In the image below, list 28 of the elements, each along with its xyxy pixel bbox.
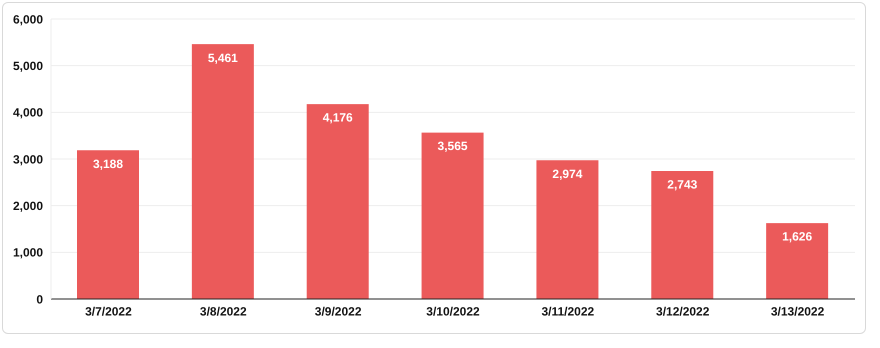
x-tick-label: 3/10/2022 <box>426 304 480 319</box>
bar <box>306 104 369 299</box>
data-label: 4,176 <box>322 110 354 125</box>
x-tick-label: 3/8/2022 <box>200 304 247 319</box>
data-label: 5,461 <box>208 50 238 65</box>
x-tick-label: 3/9/2022 <box>314 304 362 319</box>
data-label: 3,188 <box>92 156 124 171</box>
bar <box>536 160 598 299</box>
bar <box>766 223 828 299</box>
bar <box>77 150 139 299</box>
bar <box>192 44 254 299</box>
y-tick-label: 5,000 <box>12 58 44 73</box>
x-tick-label: 3/11/2022 <box>541 304 595 319</box>
bar <box>651 170 714 299</box>
y-tick-label: 2,000 <box>12 198 44 213</box>
y-tick-label: 4,000 <box>12 106 44 120</box>
x-tick-label: 3/13/2022 <box>770 304 825 319</box>
y-tick-label: 0 <box>36 292 44 306</box>
data-label: 3,565 <box>438 139 468 154</box>
y-tick-label: 6,000 <box>12 12 44 26</box>
data-label: 1,626 <box>782 230 812 244</box>
data-label: 2,743 <box>667 178 698 192</box>
y-tick-label: 3,000 <box>12 152 44 166</box>
x-tick-label: 3/7/2022 <box>85 304 132 319</box>
x-tick-label: 3/12/2022 <box>656 304 710 319</box>
y-tick-label: 1,000 <box>12 246 44 260</box>
bar <box>422 132 484 299</box>
data-label: 2,974 <box>552 166 583 181</box>
